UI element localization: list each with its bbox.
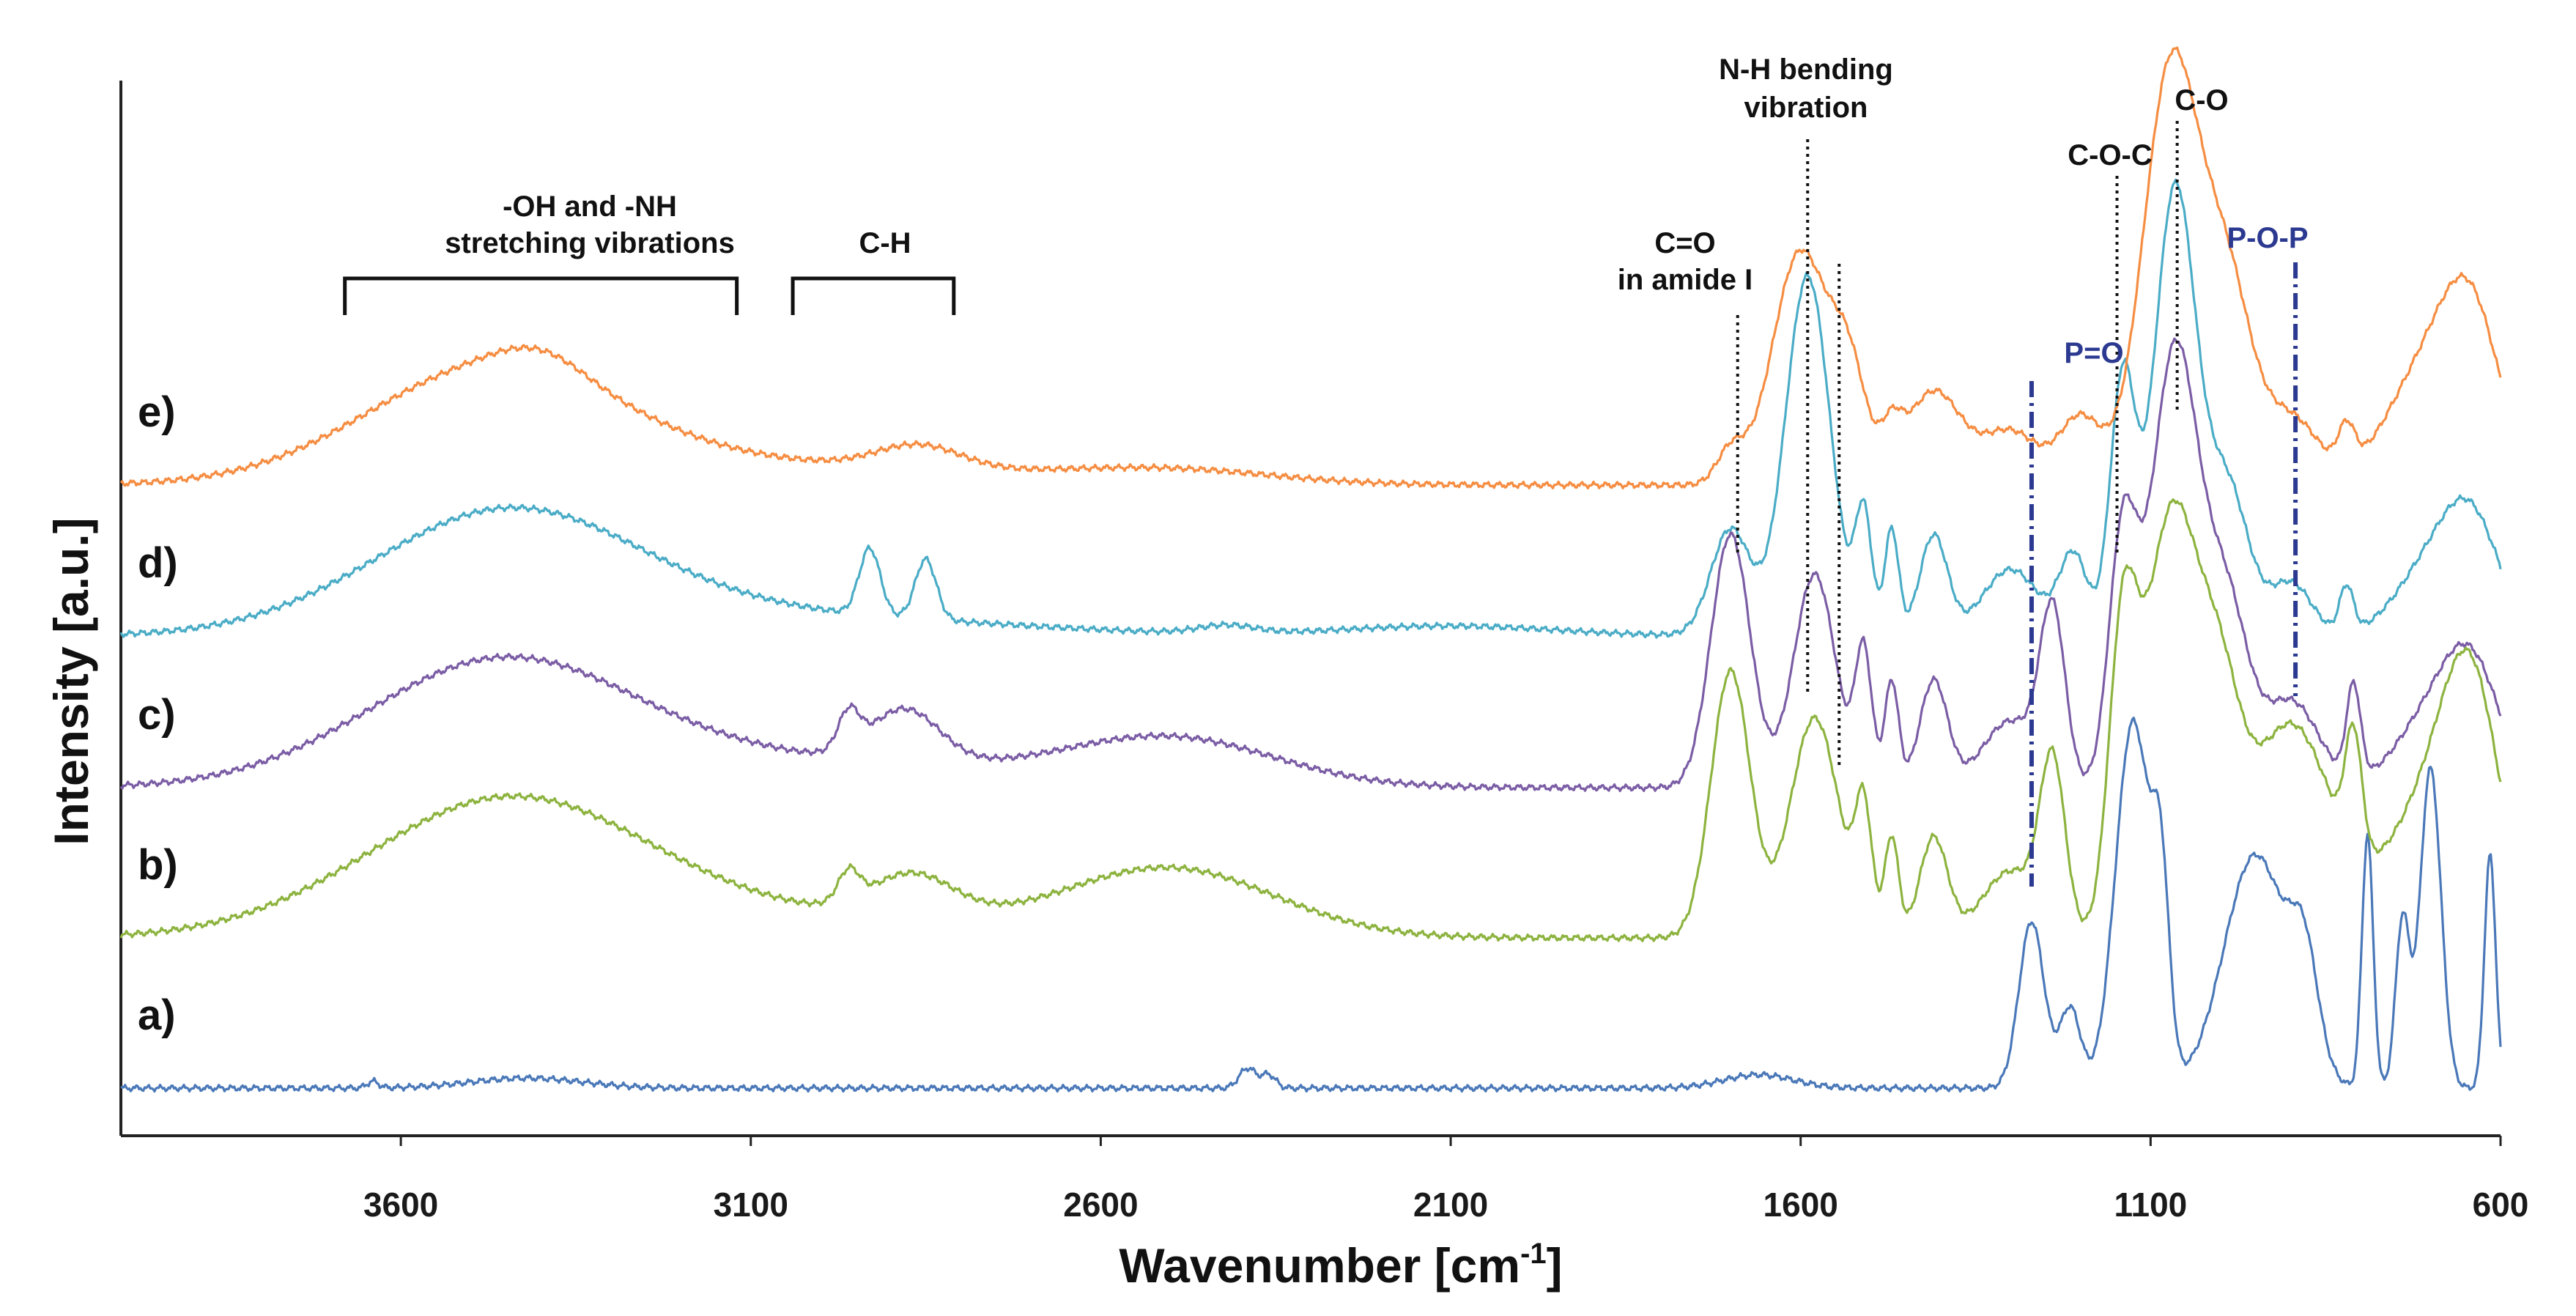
x-tick-label: 2600 bbox=[1063, 1186, 1138, 1224]
annotation-text-ch: C-H bbox=[859, 227, 911, 259]
labels-group: a) b) c) d) e) bbox=[138, 388, 178, 1039]
x-axis-title-superscript: -1 bbox=[1520, 1238, 1547, 1270]
annotation-text-nh-bending: N-H bending bbox=[1719, 53, 1893, 86]
x-tick-label: 600 bbox=[2473, 1186, 2529, 1224]
series-group bbox=[119, 46, 2502, 1093]
annotation-text-oh-nh: -OH and -NH bbox=[503, 191, 677, 223]
x-axis-title-close: ] bbox=[1547, 1238, 1563, 1293]
series-line-b bbox=[119, 498, 2502, 942]
series-line-a bbox=[120, 717, 2502, 1093]
annotations-group: -OH and -NH stretching vibrations C-H C=O in… bbox=[343, 53, 2309, 887]
x-axis-title-main: Wavenumber [cm bbox=[1119, 1238, 1520, 1293]
x-tick-label: 1100 bbox=[2114, 1186, 2187, 1224]
bracket-oh-nh bbox=[343, 276, 739, 315]
series-label-d: d) bbox=[138, 539, 178, 587]
bracket-ch bbox=[791, 276, 956, 315]
axes: 3600 3100 2600 2100 1600 1100 600 bbox=[119, 81, 2529, 1224]
x-tick-label: 3100 bbox=[714, 1186, 788, 1224]
annotation-text-oh-nh: stretching vibrations bbox=[445, 227, 735, 259]
annotation-text-nh-bending: vibration bbox=[1744, 92, 1868, 124]
annotation-text-amide-i: C=O bbox=[1654, 227, 1715, 259]
series-line-c bbox=[119, 337, 2502, 793]
x-tick-label: 2100 bbox=[1413, 1186, 1488, 1224]
series-label-a: a) bbox=[138, 991, 176, 1039]
series-line-d bbox=[119, 178, 2502, 639]
annotation-text-coc: C-O-C bbox=[2068, 139, 2153, 171]
annotation-text-pop: P-O-P bbox=[2227, 222, 2308, 254]
series-label-c: c) bbox=[138, 691, 176, 739]
y-axis-title: Intensity [a.u.] bbox=[44, 517, 98, 845]
x-tick-label: 3600 bbox=[363, 1186, 438, 1224]
annotation-text-amide-i: in amide I bbox=[1618, 264, 1753, 296]
series-label-b: b) bbox=[138, 841, 178, 889]
x-axis-title: Wavenumber [cm-1] bbox=[1119, 1238, 1562, 1293]
annotation-text-co: C-O bbox=[2175, 84, 2228, 117]
series-label-e: e) bbox=[138, 388, 176, 436]
series-line-e bbox=[119, 46, 2502, 489]
annotation-text-p-o: P=O bbox=[2064, 337, 2123, 369]
x-tick-label: 1600 bbox=[1763, 1186, 1838, 1224]
